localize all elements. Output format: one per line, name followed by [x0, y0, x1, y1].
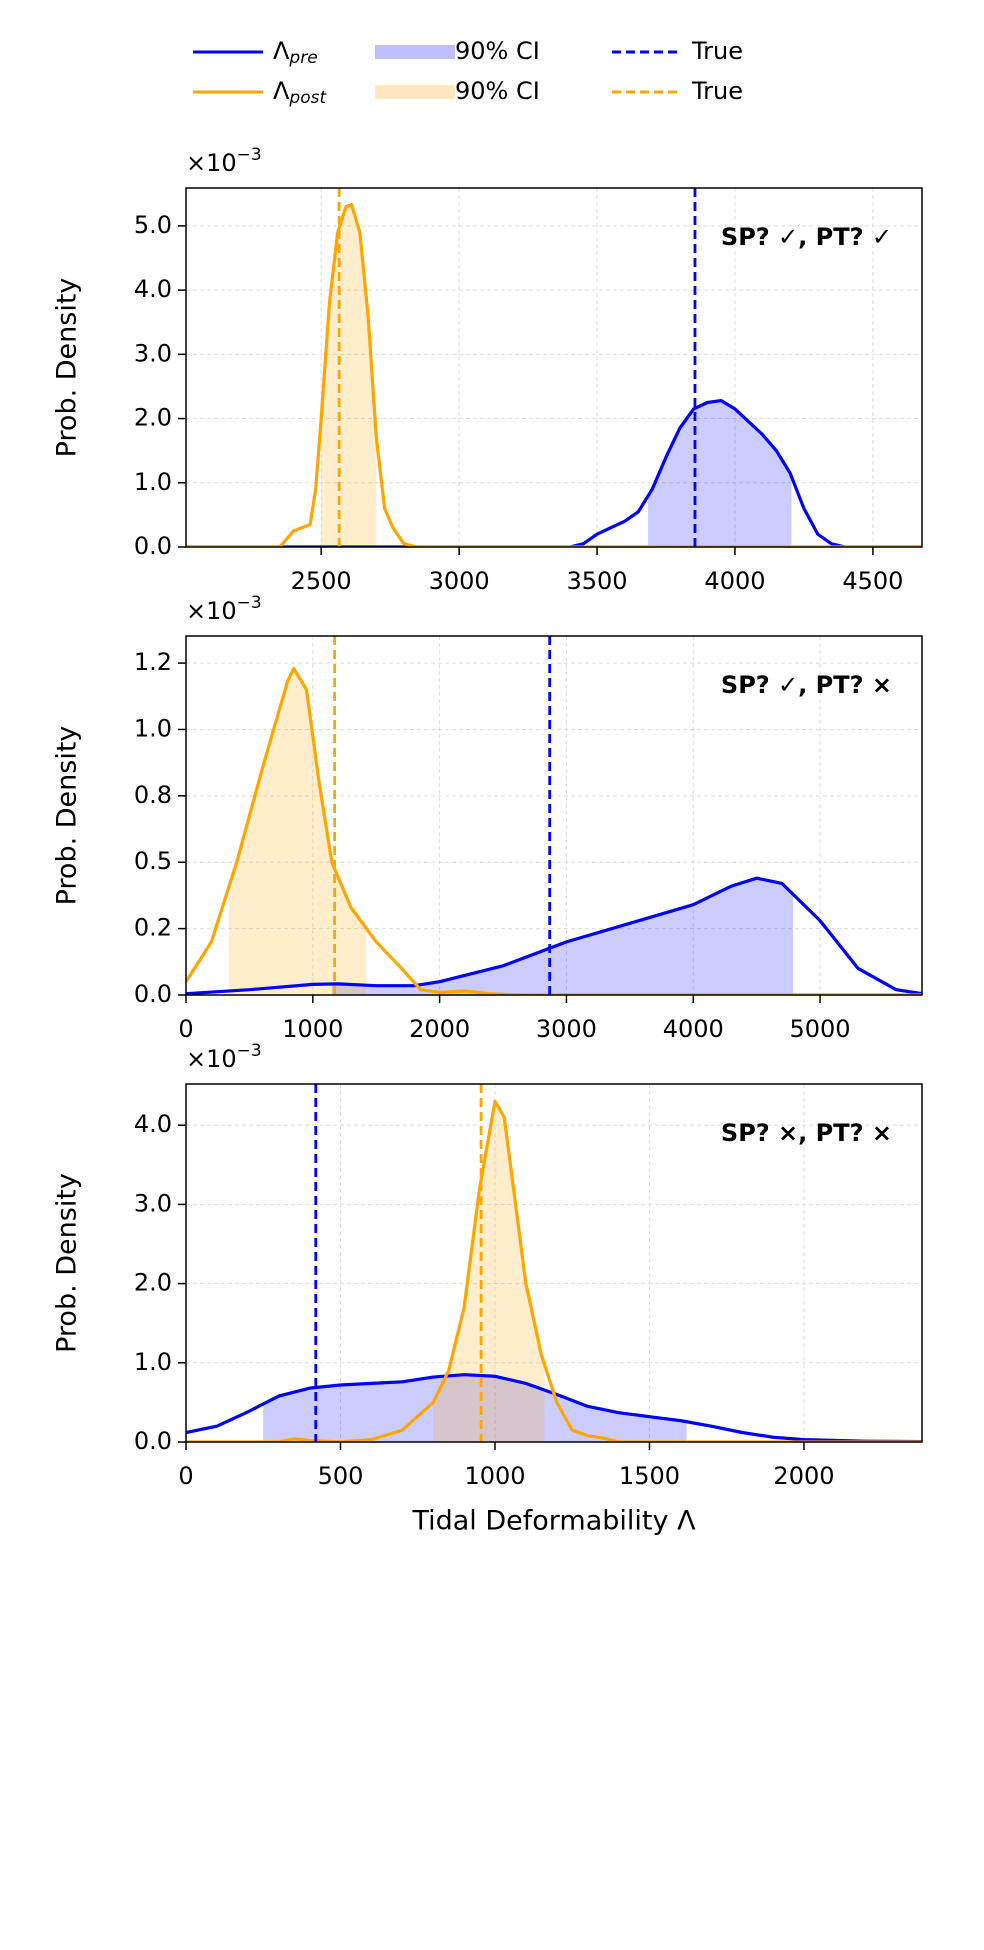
- density-line: [186, 666, 922, 995]
- offset-text: ×10−3: [186, 1041, 262, 1073]
- offset-text: ×10−3: [186, 145, 262, 177]
- x-tick-label: 1000: [464, 1462, 525, 1490]
- x-tick-label: 1000: [282, 1015, 343, 1043]
- y-tick-label: 5.0: [134, 211, 172, 239]
- x-tick-label: 1500: [619, 1462, 680, 1490]
- axes-frame: [185, 1083, 923, 1443]
- legend-label: Λpost: [273, 77, 327, 108]
- y-tick-label: 2.0: [134, 1269, 172, 1297]
- y-tick-label: 1.0: [134, 714, 172, 742]
- legend-swatch: [375, 45, 455, 59]
- y-tick-label: 0.8: [134, 781, 172, 809]
- offset-base: ×10: [186, 597, 237, 625]
- offset-text: ×10−3: [186, 593, 262, 625]
- legend-label-sub: pre: [288, 48, 317, 68]
- x-axis-label: Tidal Deformability Λ: [411, 1506, 696, 1537]
- ci-band: [331, 878, 794, 995]
- legend-label-main: Λ: [273, 37, 290, 65]
- y-tick-label: 0.0: [134, 980, 172, 1008]
- legend-label: 90% CI: [455, 37, 540, 65]
- offset-exp: −3: [237, 593, 262, 613]
- y-tick-label: 4.0: [134, 275, 172, 303]
- y-axis-label: Prob. Density: [52, 278, 83, 458]
- ci-band: [433, 1101, 545, 1442]
- y-axis-label: Prob. Density: [52, 1173, 83, 1353]
- annotation: SP? ×, PT? ×: [721, 1119, 892, 1147]
- x-tick-label: 4000: [704, 567, 765, 595]
- offset-exp: −3: [237, 1041, 262, 1061]
- x-tick-label: 500: [318, 1462, 364, 1490]
- legend-label: Λpre: [273, 37, 318, 68]
- plot-area: [186, 1084, 922, 1442]
- offset-exp: −3: [237, 145, 262, 165]
- y-tick-label: 1.2: [134, 648, 172, 676]
- annotation: SP? ✓, PT? ✓: [721, 223, 892, 251]
- density-line: [186, 398, 922, 547]
- offset-base: ×10: [186, 149, 237, 177]
- density-line: [186, 1099, 922, 1442]
- y-tick-label: 0.2: [134, 914, 172, 942]
- y-tick-label: 0.0: [134, 532, 172, 560]
- ci-band: [263, 1374, 687, 1442]
- annotation: SP? ✓, PT? ×: [721, 671, 892, 699]
- legend-swatch: [375, 85, 455, 99]
- y-tick-label: 3.0: [134, 1189, 172, 1217]
- legend-label: True: [691, 37, 743, 65]
- y-axis-label: Prob. Density: [52, 726, 83, 906]
- x-tick-label: 3500: [566, 567, 627, 595]
- density-line: [186, 876, 922, 995]
- legend-label-main: 90% CI: [455, 77, 540, 105]
- offset-base: ×10: [186, 1045, 237, 1073]
- density-line: [186, 1373, 922, 1442]
- x-tick-label: 0: [178, 1462, 193, 1490]
- x-tick-label: 0: [178, 1015, 193, 1043]
- legend-label: 90% CI: [455, 77, 540, 105]
- x-tick-label: 4500: [842, 567, 903, 595]
- density-line: [186, 203, 922, 547]
- axes-frame: [185, 635, 923, 996]
- x-tick-label: 3000: [536, 1015, 597, 1043]
- axes-frame: [185, 187, 923, 548]
- y-tick-label: 3.0: [134, 339, 172, 367]
- y-tick-label: 0.5: [134, 847, 172, 875]
- x-tick-label: 4000: [663, 1015, 724, 1043]
- x-tick-label: 2000: [773, 1462, 834, 1490]
- x-tick-label: 2500: [291, 567, 352, 595]
- plot-area: [186, 188, 922, 547]
- legend-label-main: True: [691, 37, 743, 65]
- legend-label-main: True: [691, 77, 743, 105]
- plot-area: [186, 636, 922, 995]
- legend-label: True: [691, 77, 743, 105]
- y-tick-label: 0.0: [134, 1427, 172, 1455]
- ci-band: [229, 668, 367, 995]
- x-tick-label: 3000: [429, 567, 490, 595]
- x-tick-label: 5000: [790, 1015, 851, 1043]
- y-tick-label: 1.0: [134, 468, 172, 496]
- x-tick-label: 2000: [409, 1015, 470, 1043]
- legend-label-main: 90% CI: [455, 37, 540, 65]
- legend-label-sub: post: [288, 88, 327, 108]
- ci-band: [648, 400, 792, 547]
- ci-band: [321, 204, 377, 547]
- legend-label-main: Λ: [273, 77, 290, 105]
- y-tick-label: 2.0: [134, 404, 172, 432]
- y-tick-label: 4.0: [134, 1110, 172, 1138]
- y-tick-label: 1.0: [134, 1348, 172, 1376]
